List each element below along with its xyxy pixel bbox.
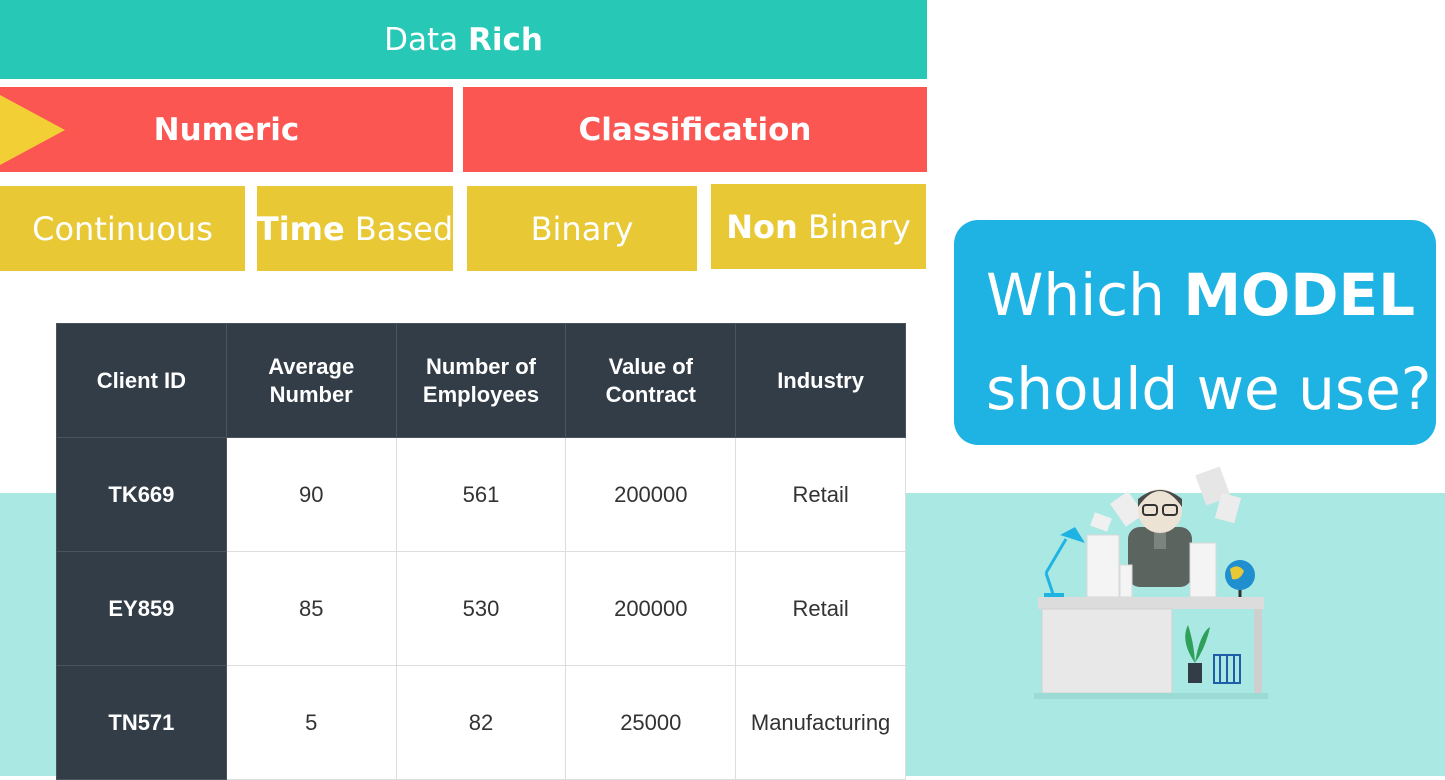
average-number-cell: 90	[225, 437, 397, 552]
industry-cell: Retail	[735, 437, 906, 552]
client-table: Client ID Average Number Number of Employe…	[56, 323, 906, 780]
continuous-subcategory: Continuous	[0, 186, 245, 271]
numeric-category: Numeric	[0, 87, 453, 172]
time-based-rest: Based	[354, 209, 454, 248]
data-rich-banner: Data Rich	[0, 0, 927, 79]
industry-cell: Retail	[735, 551, 906, 666]
time-based-subcategory: Time Based	[257, 186, 453, 271]
question-bubble: Which MODEL should we use?	[954, 220, 1436, 445]
classification-label: Classification	[578, 111, 812, 148]
average-number-cell: 5	[225, 665, 397, 780]
binary-label: Binary	[530, 209, 634, 248]
table-header-row: Client ID Average Number Number of Employe…	[56, 323, 906, 438]
contract-cell: 25000	[565, 665, 737, 780]
time-based-bold: Time	[256, 209, 345, 248]
non-binary-subcategory: Non Binary	[711, 184, 926, 269]
header-average-number: Average Number	[225, 323, 397, 438]
industry-cell: Manufacturing	[735, 665, 906, 780]
data-rich-prefix: Data	[384, 21, 459, 58]
header-industry: Industry	[735, 323, 906, 438]
non-binary-rest: Binary	[807, 207, 911, 246]
question-line-2: should we use?	[986, 355, 1432, 423]
non-binary-bold: Non	[726, 207, 798, 246]
classification-category: Classification	[463, 87, 927, 172]
data-rich-bold: Rich	[467, 21, 543, 58]
header-client-id: Client ID	[56, 323, 227, 438]
table-row: EY859 85 530 200000 Retail	[56, 551, 906, 666]
table-row: TN571 5 82 25000 Manufacturing	[56, 665, 906, 780]
question-bold: MODEL	[1183, 261, 1416, 329]
average-number-cell: 85	[225, 551, 397, 666]
play-arrow-icon	[0, 95, 65, 165]
numeric-label: Numeric	[153, 111, 300, 148]
contract-cell: 200000	[565, 551, 737, 666]
employees-cell: 530	[395, 551, 567, 666]
employees-cell: 82	[395, 665, 567, 780]
contract-cell: 200000	[565, 437, 737, 552]
question-prefix: Which	[986, 261, 1165, 329]
continuous-label: Continuous	[32, 209, 213, 248]
binary-subcategory: Binary	[467, 186, 697, 271]
table-row: TK669 90 561 200000 Retail	[56, 437, 906, 552]
client-id-cell: TK669	[56, 437, 227, 552]
office-worker-illustration	[1034, 466, 1268, 699]
client-id-cell: EY859	[56, 551, 227, 666]
client-id-cell: TN571	[56, 665, 227, 780]
employees-cell: 561	[395, 437, 567, 552]
header-value-of-contract: Value of Contract	[565, 323, 737, 438]
header-number-of-employees: Number of Employees	[395, 323, 567, 438]
question-line-1: Which MODEL	[986, 248, 1436, 342]
